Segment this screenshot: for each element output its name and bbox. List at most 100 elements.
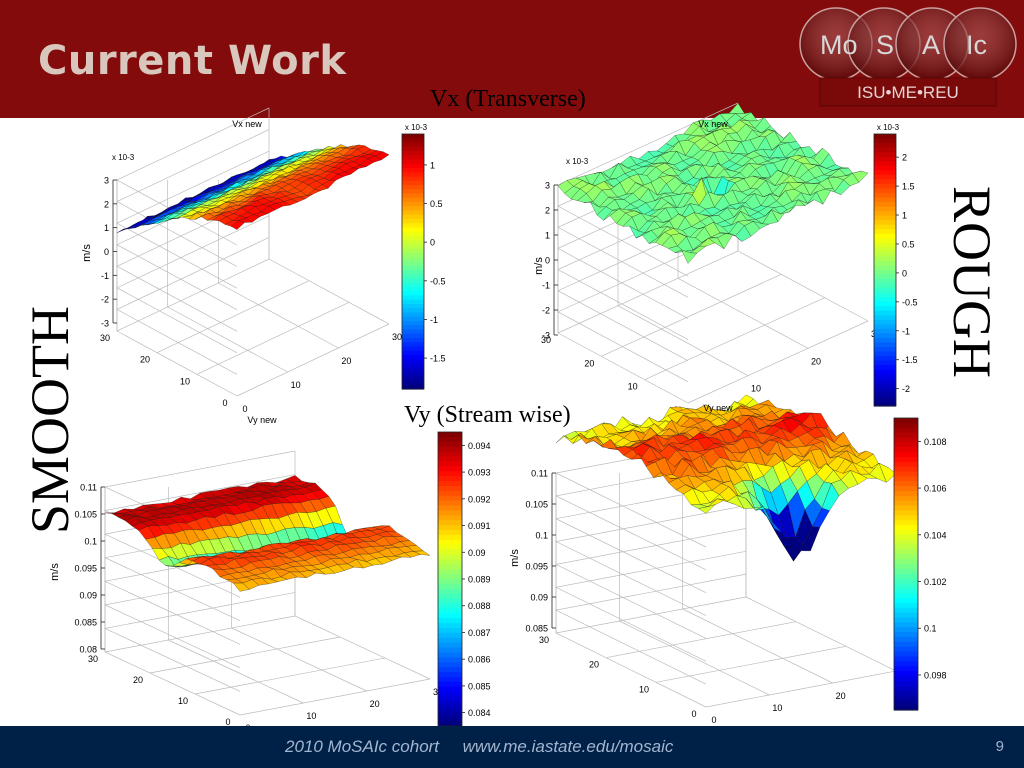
colorbar-tick-label: 0.5 — [902, 239, 915, 249]
colorbar-tick-label: 0 — [902, 268, 907, 278]
z-tick-label: 0.09 — [79, 591, 97, 601]
colorbar: 0.094 0.093 0.092 0.091 0.09 0.089 0.088 0.087 0… — [437, 431, 491, 727]
colorbar: 0.108 0.106 0.104 0.102 0.1 0.098 — [893, 417, 947, 711]
z-tick-label: 0.1 — [84, 537, 97, 547]
y-tick-label: 30 — [541, 335, 551, 345]
mosaic-logo: Mo S A Ic ISU•ME•REU — [799, 7, 1017, 107]
z-tick-label: 0.11 — [531, 469, 548, 479]
z-axis-label: m/s — [81, 244, 93, 262]
y-tick-label: 30 — [100, 333, 110, 343]
y-tick-label: 30 — [539, 635, 549, 645]
colorbar-tick-label: -1.5 — [902, 355, 918, 365]
vx-smooth-plot: 3210-1-2-30102030010203010.50-0.5-1-1.5x… — [81, 107, 446, 414]
x-tick-label: 30 — [392, 332, 402, 342]
x-tick-label: 10 — [751, 384, 761, 394]
colorbar-tick-label: 0.098 — [924, 670, 947, 680]
colorbar-tick-label: -0.5 — [902, 297, 918, 307]
y-tick-label: 20 — [589, 660, 599, 670]
colorbar-tick-label: 2 — [902, 153, 907, 163]
y-tick-label: 10 — [178, 696, 188, 706]
z-tick-label: 0.105 — [525, 500, 548, 510]
colorbar-tick-label: 0 — [430, 238, 435, 248]
colorbar-tick-label: 1.5 — [902, 182, 915, 192]
y-tick-label: 30 — [88, 654, 98, 664]
page-number: 9 — [995, 738, 1004, 755]
colorbar-tick-label: 0.087 — [468, 628, 491, 638]
z-tick-label: -2 — [101, 295, 109, 305]
x-tick-label: 20 — [370, 699, 380, 709]
z-tick-label: 0.105 — [74, 510, 97, 520]
x-tick-label: 0 — [711, 715, 716, 725]
vx-heading: Vx (Transverse) — [430, 86, 586, 112]
colorbar-tick-label: 0.085 — [468, 681, 491, 691]
z-tick-label: 1 — [104, 223, 109, 233]
colorbar-tick-label: 0.092 — [468, 494, 491, 504]
colorbar-tick-label: -2 — [902, 384, 910, 394]
surface-patch — [736, 495, 754, 509]
colorbar-exponent: x 10-3 — [405, 123, 428, 132]
rough-label: ROUGH — [942, 185, 1002, 379]
z-tick-label: -2 — [542, 306, 550, 316]
z-tick-label: 0 — [545, 256, 550, 266]
colorbar-tick-label: 0.088 — [468, 601, 491, 611]
colorbar-tick-label: -1 — [902, 326, 910, 336]
surface-patch — [878, 462, 897, 483]
z-tick-label: 2 — [104, 199, 109, 209]
z-tick-label: 0.085 — [525, 624, 548, 634]
z-tick-label: 0 — [104, 247, 109, 257]
colorbar-tick-label: 0.084 — [468, 708, 491, 718]
surface — [104, 475, 431, 592]
z-tick-label: 0.08 — [79, 645, 97, 655]
y-tick-label: 10 — [628, 382, 638, 392]
logo-letter: Ic — [966, 30, 987, 60]
y-tick-label: 20 — [140, 355, 150, 365]
logo-tagline: ISU•ME•REU — [857, 83, 959, 102]
vx-rough-plot: 3210-1-2-30102030010203021.510.50-0.5-1-… — [533, 102, 918, 421]
colorbar-tick-label: 0.091 — [468, 521, 491, 531]
z-tick-label: 0.09 — [530, 593, 548, 603]
footer-bar: 2010 MoSAIc cohort www.me.iastate.edu/mo… — [0, 726, 1024, 768]
surface-patch — [413, 550, 431, 556]
surface — [116, 144, 390, 233]
colorbar-tick-label: 0.09 — [468, 548, 486, 558]
colorbar-tick-label: 0.089 — [468, 575, 491, 585]
x-tick-label: 20 — [341, 356, 351, 366]
z-tick-label: 0.095 — [525, 562, 548, 572]
z-tick-label: -1 — [101, 271, 109, 281]
vy-rough-plot: 0.110.1050.10.0950.090.08501020300102030… — [509, 394, 947, 725]
z-tick-label: 3 — [104, 176, 109, 186]
footer-text: 2010 MoSAIc cohort www.me.iastate.edu/mo… — [285, 737, 674, 756]
plot-title: Vx new — [232, 119, 262, 129]
plot-title: Vy new — [703, 403, 733, 413]
colorbar-exponent: x 10-3 — [877, 123, 900, 132]
z-axis-label: m/s — [49, 563, 61, 581]
y-tick-label: 10 — [639, 684, 649, 694]
colorbar-tick-label: 1 — [902, 211, 907, 221]
x-tick-label: 10 — [291, 380, 301, 390]
colorbar: 2 1.5 1 0.5 0 -0.5 -1 -1.5 -2 x 10-3 — [873, 123, 918, 407]
colorbar-tick-label: 0.104 — [924, 530, 947, 540]
z-axis-label: m/s — [533, 257, 545, 275]
colorbar-tick-label: 0.5 — [430, 199, 443, 209]
z-tick-label: 0.085 — [74, 618, 97, 628]
surface — [557, 102, 869, 264]
logo-letter: Mo — [820, 30, 858, 60]
surface-patch — [780, 132, 797, 143]
z-tick-label: -1 — [542, 281, 550, 291]
plot-title: Vx new — [698, 119, 728, 129]
y-tick-label: 0 — [691, 709, 696, 719]
y-tick-label: 0 — [222, 398, 227, 408]
colorbar-tick-label: 0.102 — [924, 577, 947, 587]
z-exponent: x 10-3 — [112, 153, 135, 162]
z-exponent: x 10-3 — [566, 157, 589, 166]
plot-title: Vy new — [247, 415, 277, 425]
colorbar-tick-label: 0.1 — [924, 624, 937, 634]
logo-letter: S — [876, 30, 894, 60]
colorbar-tick-label: 0.094 — [468, 441, 491, 451]
vy-smooth-plot: 0.110.1050.10.0950.090.0850.080102030010… — [49, 415, 491, 733]
x-tick-label: 0 — [242, 404, 247, 414]
z-tick-label: -3 — [542, 331, 550, 341]
colorbar-tick-label: 0.093 — [468, 468, 491, 478]
z-tick-label: 0.095 — [74, 564, 97, 574]
vy-heading: Vy (Stream wise) — [404, 402, 571, 428]
